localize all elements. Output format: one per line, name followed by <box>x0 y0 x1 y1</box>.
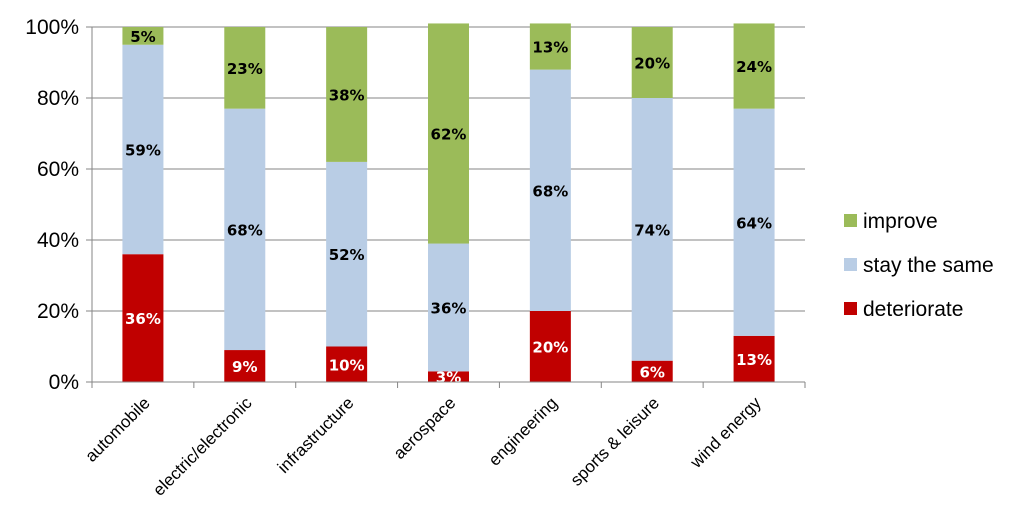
legend-label: deteriorate <box>863 298 963 321</box>
legend-swatch <box>844 214 857 227</box>
bar-segment <box>122 27 164 45</box>
bar-segment <box>428 243 469 372</box>
bar-segment <box>428 371 469 382</box>
bar-segment <box>428 23 469 244</box>
data-label: 62% <box>431 126 467 144</box>
bar-segment <box>733 108 775 336</box>
bar-segment <box>122 254 164 382</box>
bar-segment <box>631 27 673 98</box>
bars <box>122 23 775 382</box>
y-tick-label: 100% <box>25 16 79 39</box>
data-label: 59% <box>125 141 161 159</box>
bar-segment <box>529 69 571 311</box>
data-label: 6% <box>639 363 664 381</box>
data-label: 24% <box>736 58 772 76</box>
data-label: 9% <box>232 358 257 376</box>
legend-swatch <box>844 302 857 315</box>
data-label: 5% <box>130 28 155 46</box>
bar-segment <box>733 335 775 382</box>
x-category-label: engineering <box>485 393 561 469</box>
bar-segment <box>224 108 266 351</box>
bar-segment <box>529 311 571 382</box>
y-tick-label: 20% <box>37 300 79 323</box>
y-tick-label: 0% <box>49 371 79 394</box>
bar-segment <box>122 44 164 255</box>
data-label: 38% <box>329 86 365 104</box>
data-label: 13% <box>736 351 772 369</box>
data-label: 74% <box>634 221 670 239</box>
bar-segment <box>326 161 368 347</box>
y-tick-label: 80% <box>37 87 79 110</box>
bar-segment <box>733 23 775 109</box>
data-label: 13% <box>532 39 568 57</box>
data-label: 10% <box>329 356 365 374</box>
y-tick-label: 60% <box>37 158 79 181</box>
bar-segment <box>224 350 266 382</box>
bar-segment <box>631 360 673 382</box>
data-label: 68% <box>227 221 263 239</box>
bar-segment <box>224 27 266 109</box>
x-category-label: automobile <box>82 393 154 465</box>
data-labels: 36% 59% 5% 9% 68% 23% 10% 52% 38% 3% 36% 62% 20% 68% 1… <box>125 28 772 387</box>
x-category-label: wind energy <box>686 393 765 472</box>
data-label: 68% <box>532 182 568 200</box>
x-category-label: sports & leisure <box>567 393 663 489</box>
bar-segment <box>326 27 368 162</box>
x-category-label: electric/electronic <box>149 393 256 500</box>
data-label: 20% <box>634 55 670 73</box>
data-label: 36% <box>431 299 467 317</box>
data-label: 20% <box>532 339 568 357</box>
legend: improve stay the same deteriorate <box>844 210 994 321</box>
bar-segment <box>529 23 571 70</box>
data-label: 23% <box>227 60 263 78</box>
bar-segment <box>631 98 673 361</box>
legend-swatch <box>844 258 857 271</box>
legend-label: stay the same <box>863 254 994 277</box>
bar-segment <box>326 346 368 382</box>
x-category-label: aerospace <box>390 393 460 463</box>
y-tick-label: 40% <box>37 229 79 252</box>
data-label: 52% <box>329 246 365 264</box>
legend-label: improve <box>863 210 938 233</box>
data-label: 64% <box>736 214 772 232</box>
data-label: 3% <box>436 369 461 387</box>
data-label: 36% <box>125 310 161 328</box>
x-category-label: infrastructure <box>274 393 358 477</box>
